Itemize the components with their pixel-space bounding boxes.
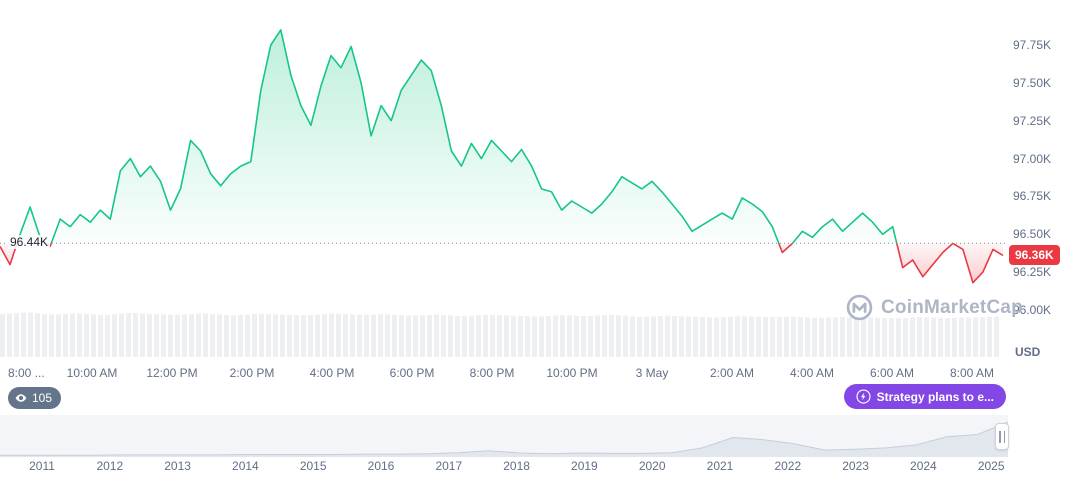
price-tick-label: 97.75K: [1013, 37, 1052, 52]
time-tick-label: 2:00 AM: [709, 366, 755, 380]
navigator-handle[interactable]: [995, 423, 1009, 450]
open-price-label: 96.44K: [8, 235, 51, 250]
price-line-up: [16, 29, 955, 244]
price-tick-label: 97.25K: [1013, 113, 1052, 128]
navigator-history-chart: [0, 421, 1008, 457]
year-tick-label: 2023: [842, 459, 869, 473]
price-tick-label: 96.75K: [1013, 189, 1052, 204]
year-tick-label: 2020: [638, 459, 666, 473]
eye-icon: [15, 394, 27, 402]
coinmarketcap-logo-icon: [846, 294, 873, 321]
range-navigator[interactable]: [0, 415, 1008, 457]
last-price-badge: 96.36K: [1009, 245, 1060, 266]
year-tick-label: 2015: [299, 459, 327, 473]
price-tick-label: 96.00K: [1013, 303, 1052, 317]
time-tick-label: 8:00 ...: [8, 366, 45, 380]
year-tick-label: 2013: [164, 459, 191, 473]
time-tick-label: 12:00 PM: [146, 366, 198, 380]
handle-grip-bar: [999, 430, 1001, 443]
year-tick-label: 2019: [571, 459, 598, 473]
time-tick-label: 6:00 AM: [869, 366, 915, 380]
time-tick-label: 8:00 AM: [949, 366, 995, 380]
year-tick-label: 2016: [367, 459, 395, 473]
volume-bars: [0, 312, 999, 357]
year-tick-label: 2025: [977, 459, 1005, 473]
year-tick-label: 2018: [503, 459, 530, 473]
price-tick-label: 96.25K: [1013, 265, 1052, 280]
lightning-icon: [856, 389, 871, 404]
year-tick-label: 2021: [706, 459, 734, 473]
year-tick-label: 2011: [29, 459, 55, 473]
watermark-label: CoinMarketCap: [881, 296, 1023, 318]
year-tick-label: 2014: [232, 459, 259, 473]
time-tick-label: 8:00 PM: [469, 366, 515, 380]
currency-label: USD: [1015, 345, 1041, 359]
price-tick-label: 97.50K: [1013, 75, 1052, 90]
time-tick-label: 2:00 PM: [229, 366, 275, 380]
viewers-count: 105: [32, 391, 53, 405]
price-tick-label: 97.00K: [1013, 151, 1052, 166]
time-tick-label: 4:00 AM: [789, 366, 835, 380]
year-tick-label: 2017: [435, 459, 463, 473]
time-tick-label: 6:00 PM: [389, 366, 435, 380]
price-tick-label: 96.50K: [1013, 227, 1052, 242]
time-tick-label: 4:00 PM: [309, 366, 355, 380]
time-tick-label: 10:00 AM: [66, 366, 118, 380]
year-tick-label: 2022: [774, 459, 802, 473]
viewers-badge: 105: [8, 387, 62, 409]
main-price-chart[interactable]: [0, 0, 1006, 358]
time-tick-label: 3 May: [635, 366, 669, 380]
year-tick-label: 2024: [910, 459, 937, 473]
time-tick-label: 10:00 PM: [546, 366, 598, 380]
handle-grip-bar: [1003, 430, 1005, 443]
strategy-banner-button[interactable]: Strategy plans to e...: [843, 384, 1006, 409]
year-tick-label: 2012: [96, 459, 124, 473]
strategy-banner-label: Strategy plans to e...: [876, 389, 994, 404]
coinmarketcap-watermark: CoinMarketCap: [846, 294, 1023, 321]
